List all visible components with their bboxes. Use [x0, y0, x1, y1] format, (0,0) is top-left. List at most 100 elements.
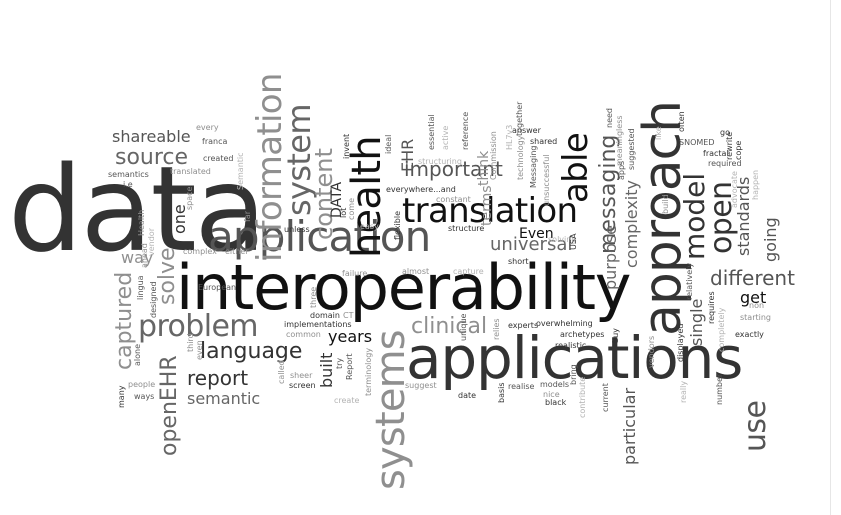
cloud-word-go: go: [720, 128, 730, 137]
cloud-word-data: data: [8, 140, 267, 278]
cloud-word-language: language: [200, 339, 303, 364]
cloud-word-ct: CT: [343, 311, 354, 320]
cloud-word-non: non: [749, 301, 765, 310]
cloud-word-ways: ways: [134, 392, 155, 401]
cloud-word-even: even: [195, 340, 204, 360]
cloud-word-called: called: [277, 360, 286, 384]
cloud-word-semantic: semantic: [187, 389, 261, 408]
cloud-word-structuring: structuring: [418, 157, 462, 166]
cloud-word-three: three: [309, 286, 318, 308]
cloud-word-displayed: displayed: [676, 323, 685, 362]
cloud-word-implementations: implementations: [284, 320, 352, 329]
cloud-word-relatively: relatively: [685, 262, 694, 300]
cloud-word-number: number: [715, 373, 724, 405]
cloud-word-lingua: lingua: [136, 275, 145, 300]
cloud-word-ehr: EHR: [398, 138, 417, 172]
cloud-word-either: either: [225, 247, 249, 256]
cloud-word-failure: failure: [342, 269, 368, 278]
cloud-word-suggested: suggested: [627, 128, 636, 170]
cloud-word-universal: universal: [490, 234, 573, 255]
cloud-word-built: built: [317, 352, 336, 388]
cloud-word-going: going: [761, 217, 780, 262]
cloud-word-advocate: advocate: [730, 171, 739, 208]
cloud-word-apps: apps: [617, 160, 626, 180]
cloud-word-date: date: [458, 391, 477, 400]
cloud-word-every: every: [196, 123, 219, 132]
cloud-word-experts: experts: [508, 321, 539, 330]
cloud-word-commission: Commission: [489, 131, 498, 180]
cloud-word-openehr: openEHR: [157, 355, 182, 456]
cloud-word-bring: bring: [569, 364, 578, 385]
cloud-word-complexity: complexity: [622, 180, 641, 268]
cloud-word-nice: nice: [543, 390, 560, 399]
cloud-word-ideal: ideal: [384, 134, 393, 154]
cloud-word-applications: applications: [406, 324, 743, 392]
cloud-word-buy: buy: [611, 328, 620, 343]
cloud-word-try: try: [335, 357, 344, 369]
cloud-word-translation: translation: [402, 191, 578, 231]
cloud-word-contribute: contribute: [578, 376, 587, 418]
cloud-word-starting: starting: [740, 313, 772, 322]
cloud-word-reference: reference: [461, 111, 470, 150]
cloud-word-build: build: [661, 194, 670, 214]
cloud-word-models: models: [540, 380, 570, 389]
cloud-word-flexible: flexible: [393, 211, 402, 240]
right-edge-divider: [830, 0, 831, 515]
cloud-word-shareable: shareable: [112, 127, 191, 146]
cloud-word-interoperability: interoperability: [176, 251, 631, 324]
cloud-word-important: important: [404, 157, 503, 181]
cloud-word-report: report: [187, 366, 249, 390]
cloud-word-different: different: [710, 266, 795, 290]
cloud-word-systems: systems: [368, 330, 414, 490]
cloud-word-required: required: [708, 159, 742, 168]
cloud-word-purpose: purpose: [601, 225, 620, 290]
cloud-word-way: way: [121, 248, 154, 267]
cloud-word-need: need: [605, 108, 614, 128]
cloud-word-almost: almost: [402, 267, 430, 276]
cloud-word-cope: cope: [734, 140, 743, 160]
cloud-word-unique: unique: [459, 313, 468, 341]
cloud-word-current: current: [601, 383, 610, 412]
cloud-word-active: active: [441, 125, 450, 150]
cloud-word-black: black: [545, 398, 567, 407]
cloud-word-complex: complex: [183, 247, 217, 256]
cloud-word-vendors: vendors: [647, 335, 656, 368]
cloud-word-terms: terms: [479, 185, 495, 226]
cloud-word-designed: designed: [149, 281, 158, 318]
cloud-word-structure: structure: [448, 224, 485, 233]
cloud-word-created: created: [203, 154, 234, 163]
cloud-word-short: short: [508, 257, 529, 266]
cloud-word-meaningless: meaningless: [615, 115, 624, 166]
cloud-word-health: Health: [137, 209, 146, 236]
cloud-word-capture: capture: [453, 267, 484, 276]
cloud-word-clinical: clinical: [411, 314, 488, 339]
cloud-word-easy: easy: [360, 222, 379, 231]
cloud-word-come: come: [347, 197, 356, 220]
cloud-word-years: years: [328, 327, 373, 346]
cloud-word-basis: basis: [497, 382, 506, 403]
cloud-word-archetypes: archetypes: [560, 330, 605, 339]
cloud-word-many: many: [117, 385, 126, 409]
cloud-word-realistic: realistic: [555, 341, 587, 350]
cloud-word-relies: relies: [492, 318, 501, 340]
cloud-word-snomed: SNOMED: [679, 138, 715, 147]
cloud-word-franca: franca: [202, 137, 228, 146]
cloud-word-translated: translated: [170, 167, 211, 176]
cloud-word-use: use: [738, 400, 773, 452]
cloud-word-particular: particular: [620, 387, 639, 465]
cloud-word-vendor: vendor: [147, 228, 156, 256]
cloud-word-realise: realise: [508, 382, 535, 391]
cloud-word-application: application: [208, 212, 431, 261]
cloud-word-third: third: [186, 333, 195, 352]
cloud-word-source: source: [115, 145, 189, 170]
cloud-word-unless: unless: [284, 225, 310, 234]
cloud-word-essential: essential: [427, 114, 436, 150]
cloud-word-screen: screen: [289, 381, 316, 390]
cloud-word-answer: answer: [512, 126, 541, 135]
cloud-word-alone: alone: [133, 343, 142, 366]
cloud-word-solve: solve: [155, 247, 180, 305]
cloud-word-semantic: Semantic: [236, 152, 245, 190]
cloud-word-shared: shared: [530, 137, 558, 146]
cloud-word-often: often: [677, 111, 686, 132]
